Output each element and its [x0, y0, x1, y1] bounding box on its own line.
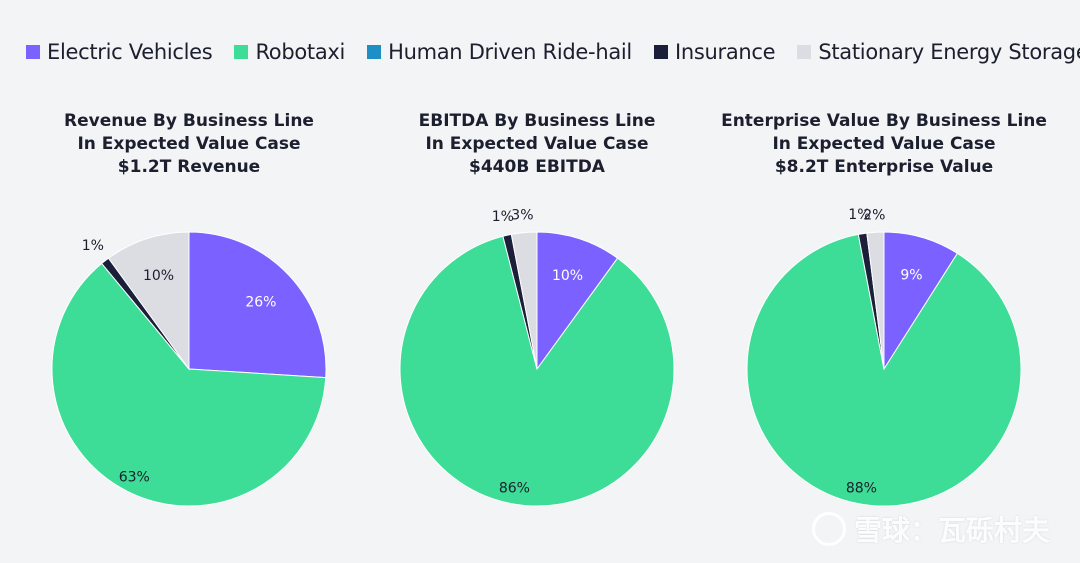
snowball-logo-icon — [811, 512, 846, 546]
legend-item-electric-vehicles: Electric Vehicles — [26, 40, 213, 64]
legend-item-insurance: Insurance — [653, 40, 776, 64]
data-label-electric-vehicles: 26% — [245, 295, 276, 311]
legend-item-robotaxi: Robotaxi — [234, 40, 345, 64]
pie-slice-robotaxi — [51, 262, 327, 507]
chart-title-line: $8.2T Enterprise Value — [774, 157, 994, 177]
legend-label: Stationary Energy Storage — [818, 40, 1080, 64]
data-label-robotaxi: 63% — [119, 469, 150, 485]
pie-slice-stationary-energy-storage — [107, 231, 190, 371]
legend-swatch — [653, 45, 668, 59]
chart-title-line: Enterprise Value By Business Line — [721, 111, 1047, 131]
chart-title-line: In Expected Value Case — [425, 134, 649, 154]
pie-slice-robotaxi — [746, 233, 1022, 507]
pie-slice-robotaxi — [399, 235, 675, 507]
pie-slice-stationary-energy-storage — [510, 231, 538, 370]
legend-label: Human Driven Ride-hail — [388, 40, 632, 64]
chart-title-ebitda: EBITDA By Business Line In Expected Valu… — [357, 110, 717, 179]
legend-swatch — [234, 45, 249, 59]
data-label-insurance: 1% — [492, 209, 514, 225]
legend-item-stationary-energy-storage: Stationary Energy Storage — [797, 40, 1080, 64]
watermark-text: 雪球：瓦砾村夫 — [853, 514, 1050, 547]
chart-title-revenue: Revenue By Business Line In Expected Val… — [9, 110, 369, 179]
legend-swatch — [797, 45, 812, 59]
data-label-insurance: 1% — [82, 238, 104, 254]
chart-title-line: In Expected Value Case — [77, 134, 301, 154]
legend-swatch — [26, 45, 40, 59]
watermark: 雪球：瓦砾村夫 — [811, 509, 1050, 549]
data-label-stationary-energy-storage: 10% — [143, 268, 174, 284]
chart-title-line: Revenue By Business Line — [64, 111, 314, 131]
data-label-stationary-energy-storage: 3% — [511, 208, 533, 224]
legend: Electric Vehicles Robotaxi Human Driven … — [26, 40, 1080, 64]
legend-swatch — [367, 45, 382, 59]
chart-title-line: $440B EBITDA — [469, 157, 605, 177]
chart-title-line: EBITDA By Business Line — [418, 111, 656, 131]
data-label-robotaxi: 86% — [499, 480, 530, 496]
data-label-electric-vehicles: 10% — [552, 268, 583, 284]
legend-item-human-driven-ride-hail: Human Driven Ride-hail — [367, 40, 632, 64]
data-label-insurance: 1% — [848, 207, 870, 223]
data-label-robotaxi: 88% — [846, 480, 877, 496]
chart-title-enterprise-value: Enterprise Value By Business Line In Exp… — [704, 110, 1064, 179]
legend-label: Insurance — [674, 40, 776, 64]
pie-slice-stationary-energy-storage — [866, 231, 885, 370]
data-label-stationary-energy-storage: 2% — [863, 207, 885, 223]
chart-title-line: In Expected Value Case — [772, 134, 996, 154]
data-label-electric-vehicles: 9% — [900, 267, 922, 283]
legend-label: Electric Vehicles — [47, 40, 213, 64]
pie-slice-electric-vehicles — [536, 231, 619, 371]
chart-title-line: $1.2T Revenue — [117, 157, 261, 177]
legend-label: Robotaxi — [255, 40, 346, 64]
pie-slice-electric-vehicles — [188, 231, 327, 379]
